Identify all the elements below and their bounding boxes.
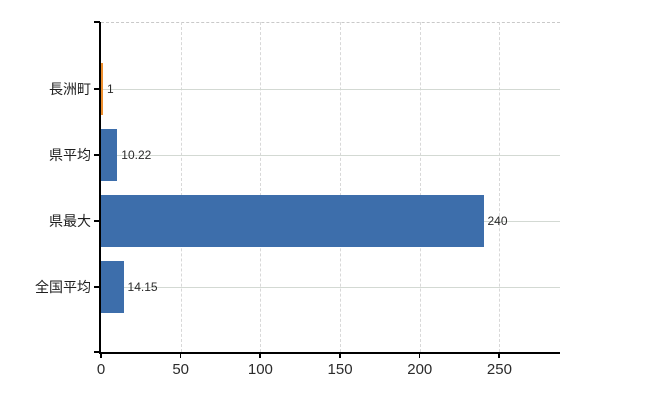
x-gridline [419, 22, 421, 352]
x-tick-label: 50 [172, 361, 190, 378]
y-axis-end-tick [94, 351, 100, 353]
bar [101, 195, 484, 247]
bar-value-label: 240 [487, 214, 508, 228]
category-label: 全国平均 [35, 279, 91, 295]
y-tick-mark [94, 88, 100, 90]
category-label: 長洲町 [49, 81, 91, 97]
x-tick-mark [179, 352, 182, 358]
category-gridline [101, 287, 560, 288]
y-tick-mark [94, 220, 100, 222]
y-axis-line [99, 22, 101, 354]
bar [101, 261, 124, 313]
bar [101, 63, 103, 115]
x-axis-line [99, 352, 560, 354]
category-label: 県平均 [49, 147, 91, 163]
bar-value-label: 1 [107, 82, 114, 96]
x-tick-mark [259, 352, 261, 358]
category-gridline [101, 155, 560, 156]
x-gridline [180, 22, 182, 352]
category-gridline [101, 89, 560, 90]
x-tick-mark [339, 352, 341, 358]
x-gridline [260, 22, 262, 352]
x-tick-mark [100, 352, 102, 358]
category-label: 県最大 [49, 213, 91, 229]
x-tick-label: 100 [247, 361, 273, 378]
plot-top-border [101, 22, 560, 23]
x-tick-mark [418, 352, 421, 358]
x-tick-label: 150 [327, 361, 353, 378]
x-tick-label: 200 [407, 361, 433, 378]
x-tick-label: 250 [486, 361, 512, 378]
y-axis-end-tick [94, 21, 100, 23]
y-tick-mark [94, 286, 100, 288]
bar-value-label: 14.15 [127, 280, 158, 294]
x-gridline [499, 22, 501, 352]
bar [101, 129, 118, 181]
x-gridline [340, 22, 342, 352]
x-tick-mark [498, 352, 500, 358]
x-tick-label: 0 [96, 361, 106, 378]
bar-value-label: 10.22 [121, 148, 152, 162]
y-tick-mark [94, 154, 100, 156]
